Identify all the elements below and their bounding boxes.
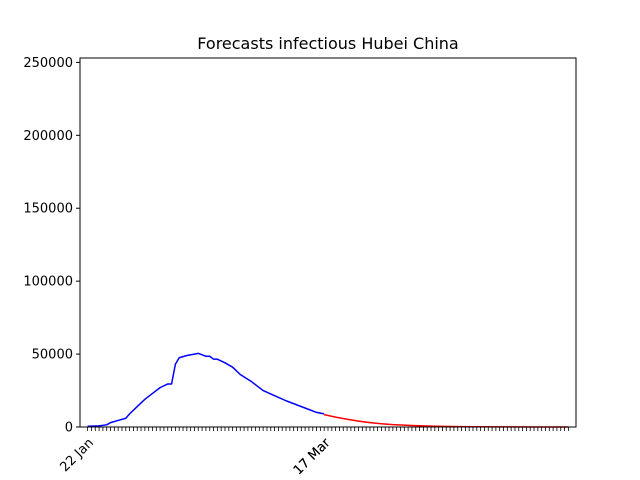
y-tick-label: 200000	[23, 129, 73, 144]
y-tick-label: 0	[65, 421, 73, 436]
x-tick-label: 17 Mar	[291, 435, 334, 478]
series-line-0	[87, 352, 325, 428]
y-tick-label: 100000	[23, 275, 73, 290]
axes: 0 50000 100000 150000 200000 250000 22 Jan 17 M…	[23, 56, 569, 478]
y-tick-label: 250000	[23, 56, 73, 71]
series-line-1	[324, 413, 569, 428]
x-tick-label: 22 Jan	[57, 436, 96, 475]
plot-frame	[79, 57, 577, 428]
plot-area	[87, 352, 569, 428]
y-tick-label: 50000	[32, 348, 73, 363]
chart-title: Forecasts infectious Hubei China	[197, 34, 458, 53]
y-tick-label: 150000	[23, 202, 73, 217]
